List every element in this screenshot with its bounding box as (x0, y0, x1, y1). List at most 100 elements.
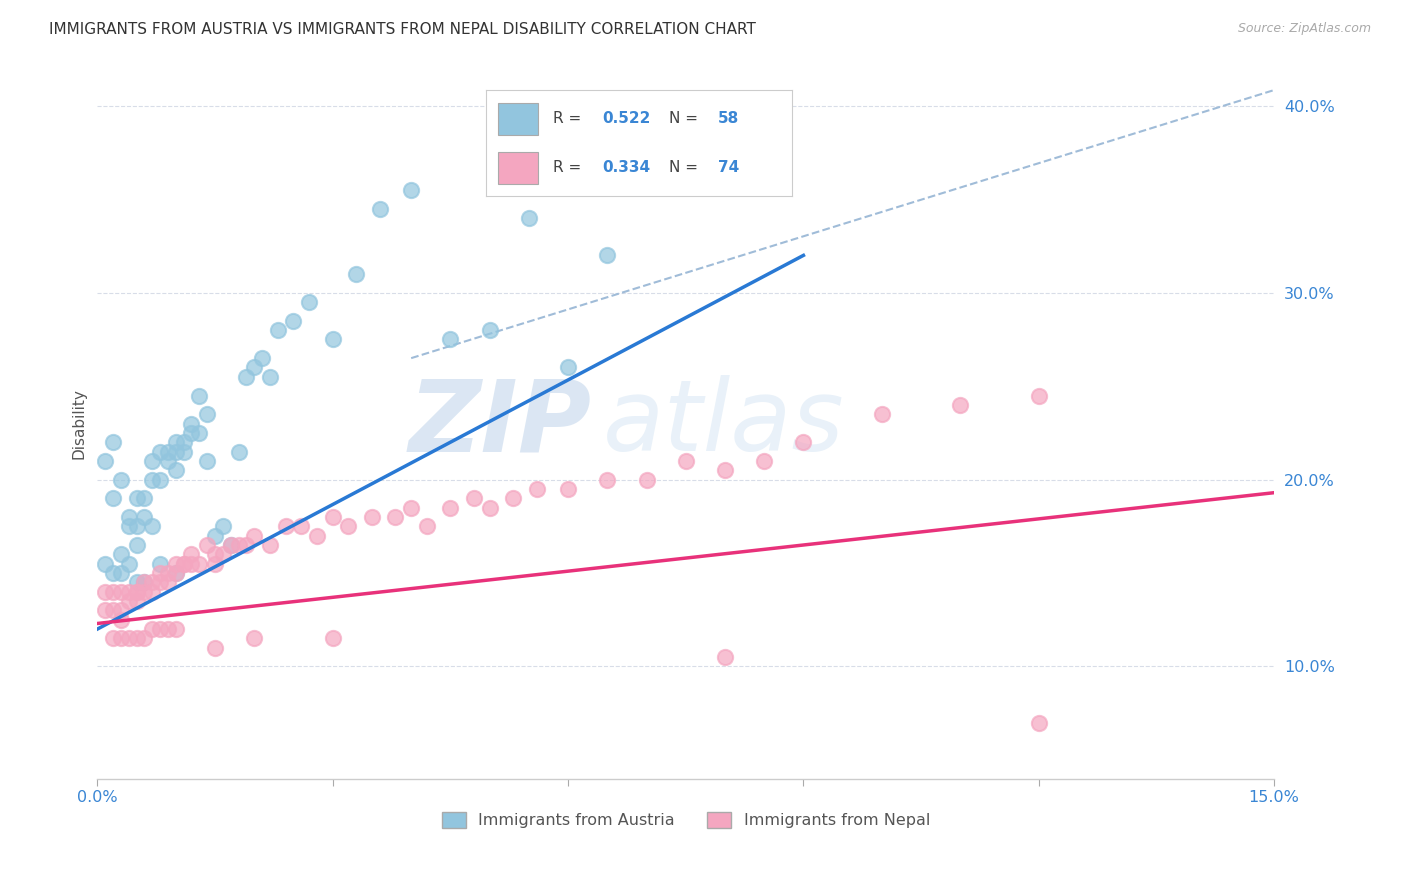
Point (141, 622, 163, 636)
Point (165, 566, 187, 580)
Point (305, 529, 328, 543)
Point (94, 603, 117, 617)
Point (478, 500, 501, 515)
Point (322, 333, 344, 347)
Point (156, 566, 179, 580)
Point (399, 500, 422, 515)
Point (141, 575, 163, 590)
Point (94, 454, 117, 468)
Point (636, 473, 658, 487)
Point (125, 594, 148, 608)
Point (180, 557, 202, 571)
Point (125, 575, 148, 590)
Point (118, 594, 141, 608)
Point (149, 557, 172, 571)
Point (165, 557, 187, 571)
Point (870, 407, 893, 421)
Point (165, 463, 187, 477)
Point (219, 538, 242, 552)
Point (195, 538, 218, 552)
Point (399, 183, 422, 197)
Point (195, 407, 218, 421)
Point (180, 425, 202, 440)
Point (94, 584, 117, 599)
Legend: Immigrants from Austria, Immigrants from Nepal: Immigrants from Austria, Immigrants from… (436, 805, 936, 835)
Point (110, 566, 132, 580)
Point (101, 435, 124, 450)
Point (101, 584, 124, 599)
Point (141, 584, 163, 599)
Point (596, 248, 619, 262)
Point (1028, 715, 1050, 730)
Text: ZIP: ZIP (409, 375, 592, 472)
Point (165, 444, 187, 458)
Point (478, 323, 501, 337)
Point (118, 510, 141, 524)
Point (250, 351, 273, 366)
Point (149, 622, 172, 636)
Point (101, 603, 124, 617)
Point (361, 510, 384, 524)
Point (188, 425, 211, 440)
Point (204, 547, 226, 561)
Point (204, 557, 226, 571)
Point (502, 491, 524, 506)
Point (180, 417, 202, 431)
Point (118, 519, 141, 533)
Point (212, 519, 235, 533)
Point (274, 519, 297, 533)
Point (322, 632, 344, 646)
Text: Source: ZipAtlas.com: Source: ZipAtlas.com (1237, 22, 1371, 36)
Point (110, 603, 132, 617)
Point (125, 519, 148, 533)
Point (1028, 388, 1050, 402)
Point (243, 529, 266, 543)
Point (439, 333, 461, 347)
Point (195, 454, 218, 468)
Point (949, 398, 972, 412)
Point (134, 491, 156, 506)
Point (792, 435, 814, 450)
Point (101, 491, 124, 506)
Point (228, 538, 250, 552)
Point (165, 622, 187, 636)
Point (165, 435, 187, 450)
Point (675, 454, 697, 468)
Point (416, 519, 439, 533)
Point (557, 482, 579, 496)
Point (235, 538, 257, 552)
Point (259, 369, 281, 384)
Point (173, 435, 195, 450)
Point (290, 519, 312, 533)
Point (134, 510, 156, 524)
Point (596, 473, 619, 487)
Point (149, 444, 172, 458)
Point (149, 473, 172, 487)
Point (134, 584, 156, 599)
Point (141, 519, 163, 533)
Point (110, 547, 132, 561)
Point (188, 557, 211, 571)
Point (125, 584, 148, 599)
Point (141, 454, 163, 468)
Point (94, 557, 117, 571)
Point (134, 575, 156, 590)
Point (101, 632, 124, 646)
Point (149, 575, 172, 590)
Point (110, 632, 132, 646)
Point (173, 444, 195, 458)
Point (219, 538, 242, 552)
Point (384, 510, 406, 524)
Point (228, 444, 250, 458)
Point (156, 444, 179, 458)
Point (267, 323, 290, 337)
Point (125, 538, 148, 552)
Point (243, 360, 266, 375)
Point (235, 369, 257, 384)
Point (517, 211, 540, 225)
Point (141, 473, 163, 487)
Point (134, 632, 156, 646)
Point (173, 557, 195, 571)
Point (322, 510, 344, 524)
Point (243, 632, 266, 646)
